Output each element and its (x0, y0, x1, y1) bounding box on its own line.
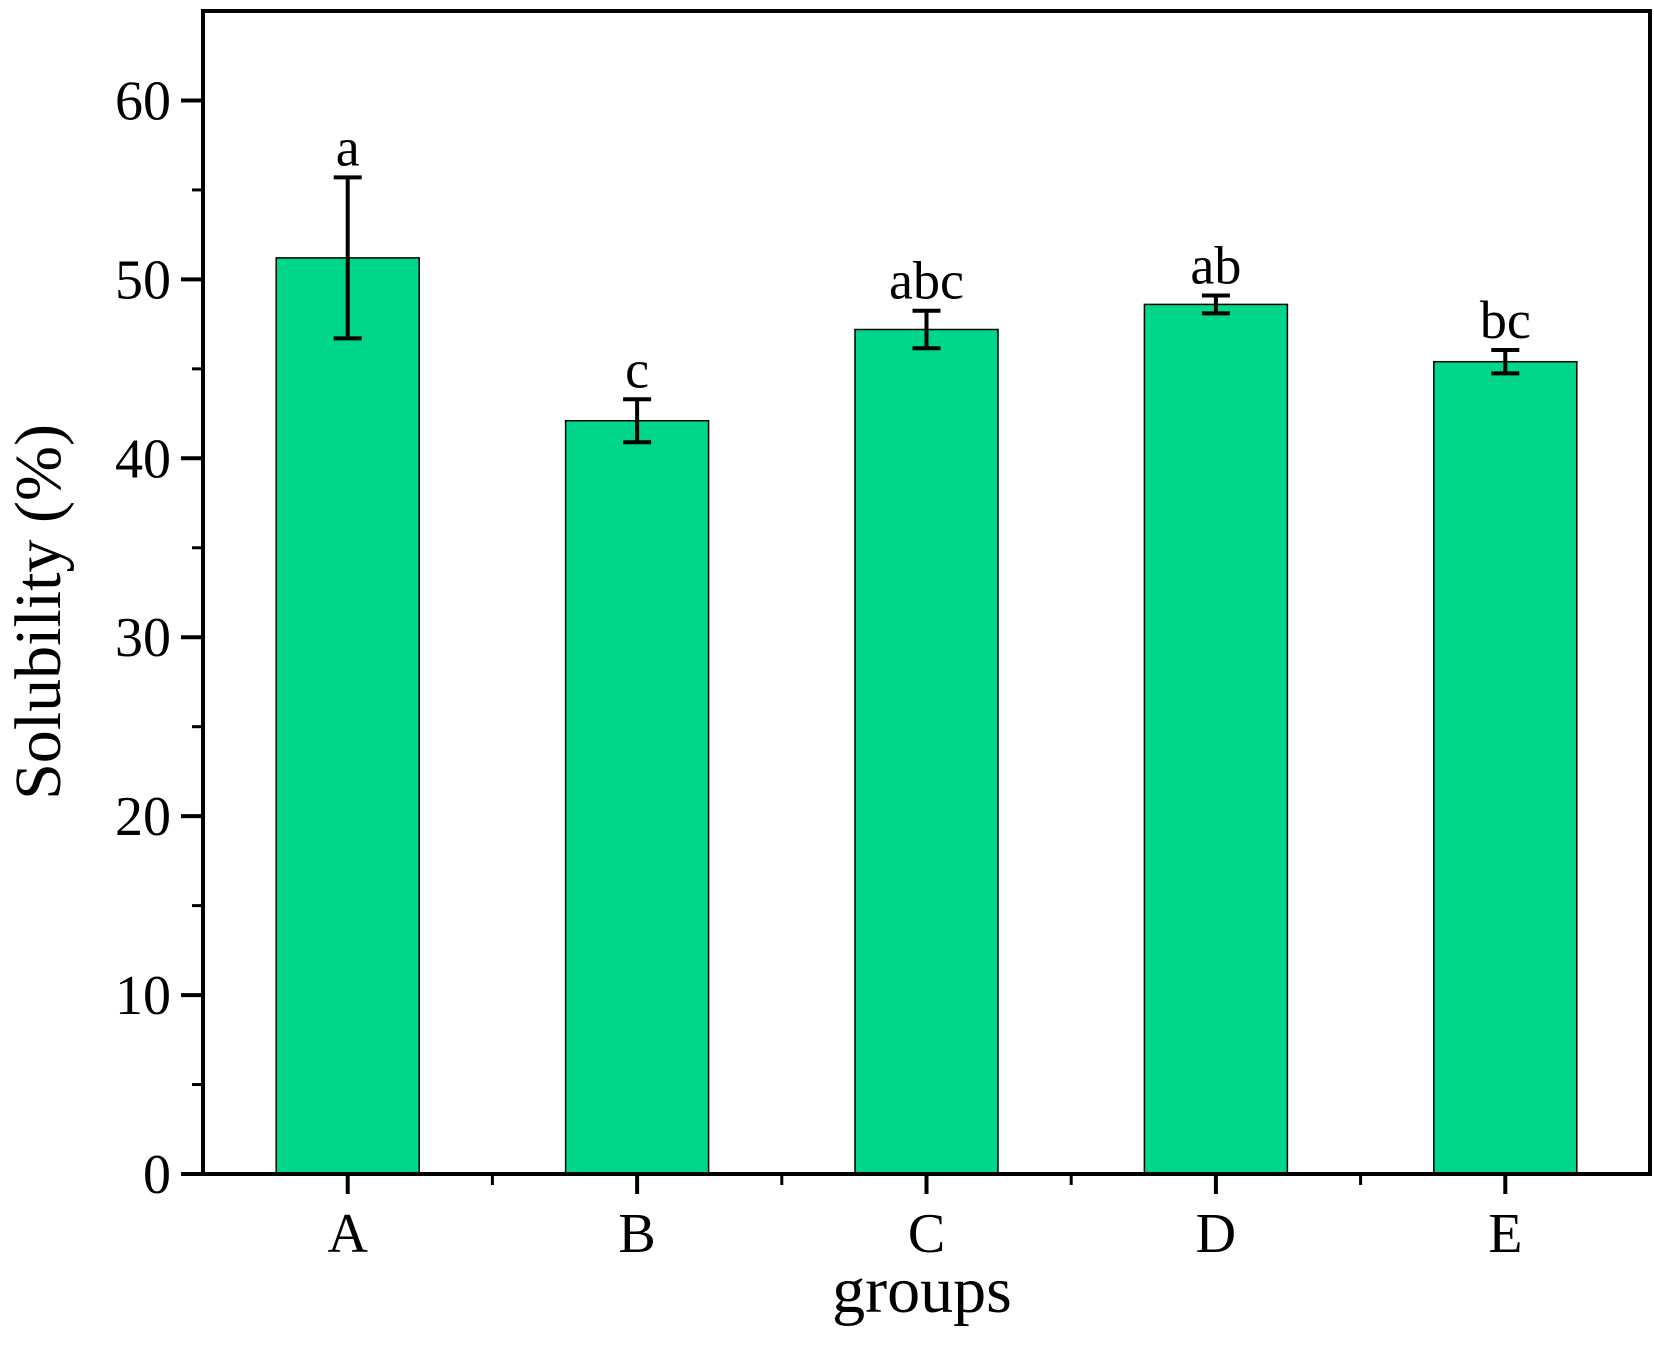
bar-B (564, 419, 710, 1175)
y-tick-label-20: 20 (115, 786, 171, 848)
y-tick-label-60: 60 (115, 71, 171, 133)
x-tick-label-B: B (618, 1203, 655, 1265)
plot-area: a c abc ab bc 0 10 20 30 40 50 60 A B C D E (115, 9, 1652, 1265)
x-tick-label-D: D (1196, 1203, 1236, 1265)
x-tick-label-E: E (1488, 1203, 1522, 1265)
bar-E (1433, 360, 1578, 1175)
y-tick-label-10: 10 (115, 965, 171, 1027)
x-axis-label: groups (832, 1254, 1012, 1327)
significance-label-D: ab (1190, 236, 1241, 296)
y-tick-label-0: 0 (143, 1144, 171, 1206)
significance-label-B: c (625, 339, 649, 399)
bar-A (275, 257, 420, 1175)
y-axis-label: Solubility (%) (2, 424, 75, 800)
y-tick-label-50: 50 (115, 249, 171, 311)
significance-label-E: bc (1480, 290, 1531, 350)
y-tick-label-30: 30 (115, 607, 171, 669)
x-tick-label-C: C (908, 1203, 945, 1265)
x-tick-label-A: A (327, 1203, 368, 1265)
bar-D (1143, 303, 1289, 1175)
significance-label-C: abc (889, 251, 964, 311)
y-tick-label-40: 40 (115, 428, 171, 490)
significance-label-A: a (336, 117, 360, 177)
bar-C (854, 328, 999, 1175)
